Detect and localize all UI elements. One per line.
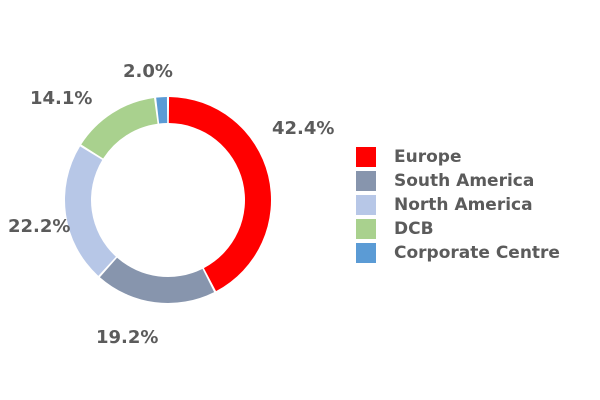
legend-item-corporate-centre: Corporate Centre — [356, 241, 560, 265]
chart-legend: Europe South America North America DCB C… — [356, 145, 560, 265]
legend-label: Europe — [394, 147, 462, 167]
legend-item-dcb: DCB — [356, 217, 560, 241]
legend-swatch — [356, 195, 376, 215]
data-label-south-america: 19.2% — [96, 327, 158, 348]
data-label-north-america: 22.2% — [8, 216, 70, 237]
legend-swatch — [356, 219, 376, 239]
legend-swatch — [356, 147, 376, 167]
legend-label: DCB — [394, 219, 434, 239]
legend-label: South America — [394, 171, 535, 191]
slice-south-america — [99, 257, 215, 303]
legend-swatch — [356, 243, 376, 263]
data-label-dcb: 14.1% — [30, 88, 92, 109]
legend-item-north-america: North America — [356, 193, 560, 217]
slice-europe — [168, 97, 272, 292]
legend-swatch — [356, 171, 376, 191]
legend-item-europe: Europe — [356, 145, 560, 169]
legend-label: North America — [394, 195, 533, 215]
legend-label: Corporate Centre — [394, 243, 560, 263]
data-label-corporate-centre: 2.0% — [123, 61, 173, 82]
legend-item-south-america: South America — [356, 169, 560, 193]
slice-corporate-centre — [156, 97, 168, 124]
data-label-europe: 42.4% — [272, 118, 334, 139]
slice-north-america — [64, 146, 116, 276]
slice-dcb — [81, 97, 158, 159]
